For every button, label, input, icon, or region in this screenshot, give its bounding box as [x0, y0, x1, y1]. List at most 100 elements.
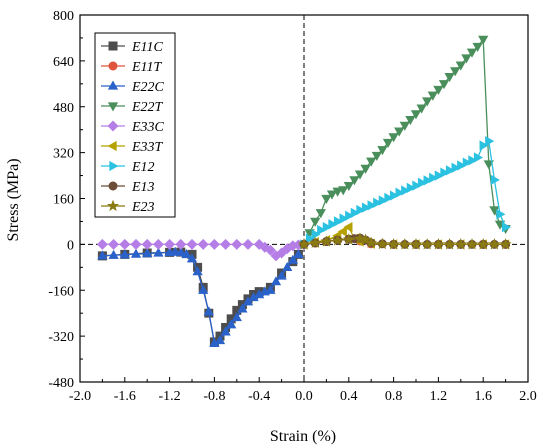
y-tick-label: 160: [53, 193, 74, 208]
data-point-e22t: [321, 194, 332, 204]
data-point-e22c: [287, 254, 298, 264]
data-point-e12: [367, 200, 377, 211]
data-point-e12: [479, 140, 489, 151]
data-point-e12: [490, 174, 500, 185]
data-point-e12: [417, 177, 428, 188]
legend-label: E22T: [131, 100, 164, 115]
series-e22c: [97, 246, 304, 347]
data-point-e33c: [141, 238, 153, 250]
data-point-e22t: [332, 187, 343, 197]
legend-item-e12: E12: [101, 160, 155, 175]
data-point-e22t: [461, 54, 472, 64]
data-point-e22t: [338, 186, 349, 196]
legend-marker: [109, 160, 119, 172]
legend-label: E11T: [131, 60, 163, 75]
x-tick-label: -0.8: [203, 389, 225, 404]
legend-marker: [108, 61, 118, 71]
legend: E11C E11T E22C E22T E33C E33T E12 E13 E23: [94, 32, 176, 218]
x-tick-label: 0.4: [340, 389, 358, 404]
data-point-e33c: [208, 238, 220, 250]
data-point-e12: [462, 157, 472, 168]
legend-marker: [108, 181, 118, 191]
legend-item-e23: E23: [101, 199, 155, 215]
legend-label: E12: [131, 160, 155, 175]
data-point-e23: [499, 238, 512, 250]
data-point-e12: [496, 209, 506, 220]
data-point-e22c: [186, 253, 198, 263]
legend-marker: [108, 41, 118, 51]
data-point-e33c: [119, 238, 131, 250]
data-point-e22t: [326, 190, 338, 200]
legend-label: E23: [131, 200, 155, 215]
x-tick-label: -2.0: [69, 389, 91, 404]
data-point-e12: [412, 180, 422, 191]
legend-item-e33t: E33T: [101, 140, 164, 155]
y-tick-label: -480: [48, 376, 74, 391]
legend-item-e13: E13: [101, 180, 155, 195]
data-point-e22c: [181, 248, 192, 259]
data-point-e22t: [343, 181, 354, 192]
x-tick-label: 0.0: [295, 389, 313, 404]
data-point-e23: [365, 236, 378, 249]
data-point-e33c: [164, 238, 176, 250]
series-e23: [298, 232, 512, 250]
data-point-e12: [423, 175, 433, 186]
data-point-e12: [333, 216, 344, 227]
legend-label: E33C: [131, 120, 165, 135]
data-point-e23: [398, 238, 411, 250]
y-tick-label: 0: [67, 238, 74, 253]
data-point-e22t: [349, 176, 360, 186]
data-point-e12: [322, 222, 332, 233]
y-tick-label: 800: [53, 9, 74, 24]
x-axis: -2.0 -1.6 -1.2 -0.8 -0.4 0.0 0.4 0.8 1.2 1.6 2.0: [69, 377, 537, 404]
data-point-e22c: [198, 284, 209, 294]
y-tick-label: 640: [53, 55, 74, 70]
y-tick-label: -160: [48, 284, 74, 299]
data-point-e12: [356, 204, 366, 216]
data-point-e22t: [455, 61, 466, 71]
data-point-e12: [378, 195, 388, 206]
data-point-e22t: [472, 42, 483, 52]
data-point-e22t: [466, 48, 478, 58]
legend-item-e22c: E22C: [101, 80, 165, 95]
data-point-e12: [311, 229, 321, 240]
data-point-e22t: [478, 35, 489, 45]
data-point-e12: [373, 197, 383, 208]
data-point-e33c: [175, 238, 187, 250]
series-e11c: [97, 247, 303, 347]
data-point-e12: [445, 165, 456, 176]
series-layer: [96, 35, 512, 347]
data-point-e33c: [253, 238, 265, 250]
x-tick-label: -1.6: [114, 389, 136, 404]
data-point-e23: [454, 238, 467, 250]
legend-label: E22C: [131, 80, 165, 95]
data-point-e23: [466, 238, 478, 250]
data-point-e22c: [97, 250, 108, 260]
y-axis: -480 -320 -160 0 160 320 480 640 800: [48, 9, 85, 391]
legend-marker: [107, 120, 119, 132]
data-point-e23: [477, 238, 490, 250]
y-tick-label: 480: [53, 101, 74, 116]
data-point-e22c: [119, 249, 130, 259]
data-point-e23: [432, 238, 445, 250]
data-point-e22t: [399, 121, 410, 131]
data-point-e22t: [450, 67, 461, 77]
x-tick-label: 2.0: [519, 389, 537, 404]
data-point-e22c: [293, 248, 304, 259]
legend-marker: [107, 140, 117, 152]
x-tick-label: 1.2: [430, 389, 448, 404]
x-tick-label: -0.4: [248, 389, 270, 404]
data-point-e22c: [175, 246, 186, 257]
data-point-e22t: [366, 157, 377, 167]
data-point-e22c: [282, 261, 293, 271]
data-point-e22t: [377, 146, 388, 156]
data-point-e33c: [197, 238, 209, 250]
legend-marker: [107, 199, 119, 212]
data-point-e33t: [343, 222, 353, 233]
data-point-e22t: [394, 127, 405, 137]
data-point-e12: [457, 160, 467, 171]
data-point-e22t: [438, 80, 450, 90]
y-tick-label: 320: [53, 147, 74, 162]
data-point-e12: [389, 190, 400, 201]
data-point-e33c: [186, 238, 198, 250]
